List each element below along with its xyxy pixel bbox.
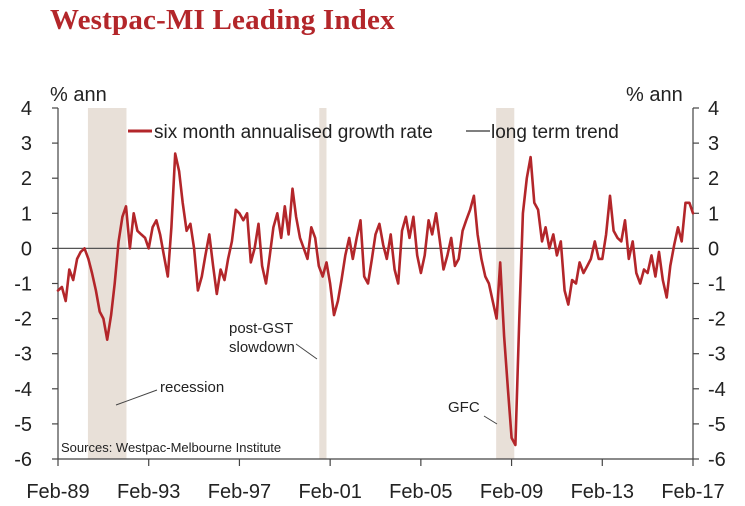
- y-tick-label-right: 2: [708, 168, 719, 190]
- y-tick-label-left: -5: [14, 414, 32, 436]
- chart-title: Westpac-MI Leading Index: [50, 4, 395, 36]
- legend-label-trend: long term trend: [491, 122, 619, 143]
- y-axis-unit-left: % ann: [50, 84, 107, 106]
- y-tick-label-left: 0: [21, 238, 32, 260]
- x-tick-label: Feb-09: [480, 481, 543, 503]
- x-tick-label: Feb-97: [208, 481, 271, 503]
- y-tick-label-left: 2: [21, 168, 32, 190]
- annotation-gfc-pointer: [483, 415, 498, 425]
- y-tick-label-right: -2: [708, 309, 726, 331]
- shaded-periods: [87, 108, 515, 459]
- x-tick-label: Feb-05: [389, 481, 452, 503]
- x-ticks: Feb-89 Feb-93 Feb-97 Feb-01 Feb-05 Feb-09 Feb-…: [26, 459, 725, 503]
- y-tick-label-right: -6: [708, 449, 726, 471]
- annotation-recession-label: recession: [160, 379, 224, 396]
- annotation-post-gst-label-line2: slowdown: [229, 339, 295, 356]
- y-tick-label-right: -4: [708, 379, 726, 401]
- y-ticks: 4 4 3 3 2 2 1 1 0 0 -1 -1 -2 -2 -3 -3 -4 -4 -5 -5 -6 -6: [14, 98, 726, 471]
- y-tick-label-right: 4: [708, 98, 719, 120]
- y-tick-label-left: -1: [14, 274, 32, 296]
- y-tick-label-left: 4: [21, 98, 32, 120]
- y-tick-label-right: 1: [708, 203, 719, 225]
- annotation-recession-pointer: [115, 389, 158, 406]
- y-tick-label-right: 0: [708, 238, 719, 260]
- legend-label-growth-rate: six month annualised growth rate: [154, 122, 433, 143]
- y-tick-label-right: -1: [708, 274, 726, 296]
- annotation-post-gst-label-line1: post-GST: [229, 320, 293, 337]
- y-tick-label-right: 3: [708, 133, 719, 155]
- x-tick-label: Feb-01: [298, 481, 361, 503]
- annotation-gfc-label: GFC: [448, 399, 480, 416]
- y-tick-label-left: 1: [21, 203, 32, 225]
- x-tick-label: Feb-93: [117, 481, 180, 503]
- y-tick-label-left: -3: [14, 344, 32, 366]
- y-tick-label-left: -2: [14, 309, 32, 331]
- y-tick-label-left: -6: [14, 449, 32, 471]
- y-tick-label-right: -3: [708, 344, 726, 366]
- annotation-gfc: GFC: [448, 399, 498, 425]
- x-tick-label: Feb-89: [26, 481, 89, 503]
- y-tick-label-left: 3: [21, 133, 32, 155]
- y-tick-label-right: -5: [708, 414, 726, 436]
- x-tick-label: Feb-13: [571, 481, 634, 503]
- shaded-period-2: [496, 108, 515, 459]
- series-line-six-month-annualised-growth-rate: [56, 152, 695, 447]
- x-tick-label: Feb-17: [661, 481, 724, 503]
- legend: six month annualised growth rate long te…: [128, 122, 619, 143]
- annotation-post-gst: post-GST slowdown: [229, 320, 318, 360]
- annotation-recession: recession: [115, 379, 224, 406]
- y-tick-label-left: -4: [14, 379, 32, 401]
- y-axis-unit-right: % ann: [626, 84, 683, 106]
- annotation-post-gst-pointer: [295, 343, 318, 360]
- shaded-period-1: [319, 108, 327, 459]
- source-note: Sources: Westpac-Melbourne Institute: [61, 440, 281, 455]
